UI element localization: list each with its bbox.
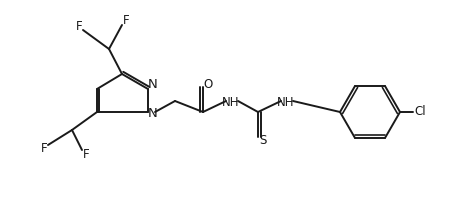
Text: F: F	[75, 20, 82, 33]
Text: F: F	[82, 148, 89, 161]
Text: S: S	[259, 135, 266, 148]
Text: F: F	[41, 143, 47, 156]
Text: F: F	[122, 15, 129, 28]
Text: NH: NH	[277, 97, 294, 110]
Text: N: N	[148, 79, 157, 92]
Text: O: O	[203, 79, 212, 92]
Text: Cl: Cl	[413, 105, 425, 118]
Text: N: N	[148, 107, 157, 120]
Text: NH: NH	[222, 97, 239, 110]
